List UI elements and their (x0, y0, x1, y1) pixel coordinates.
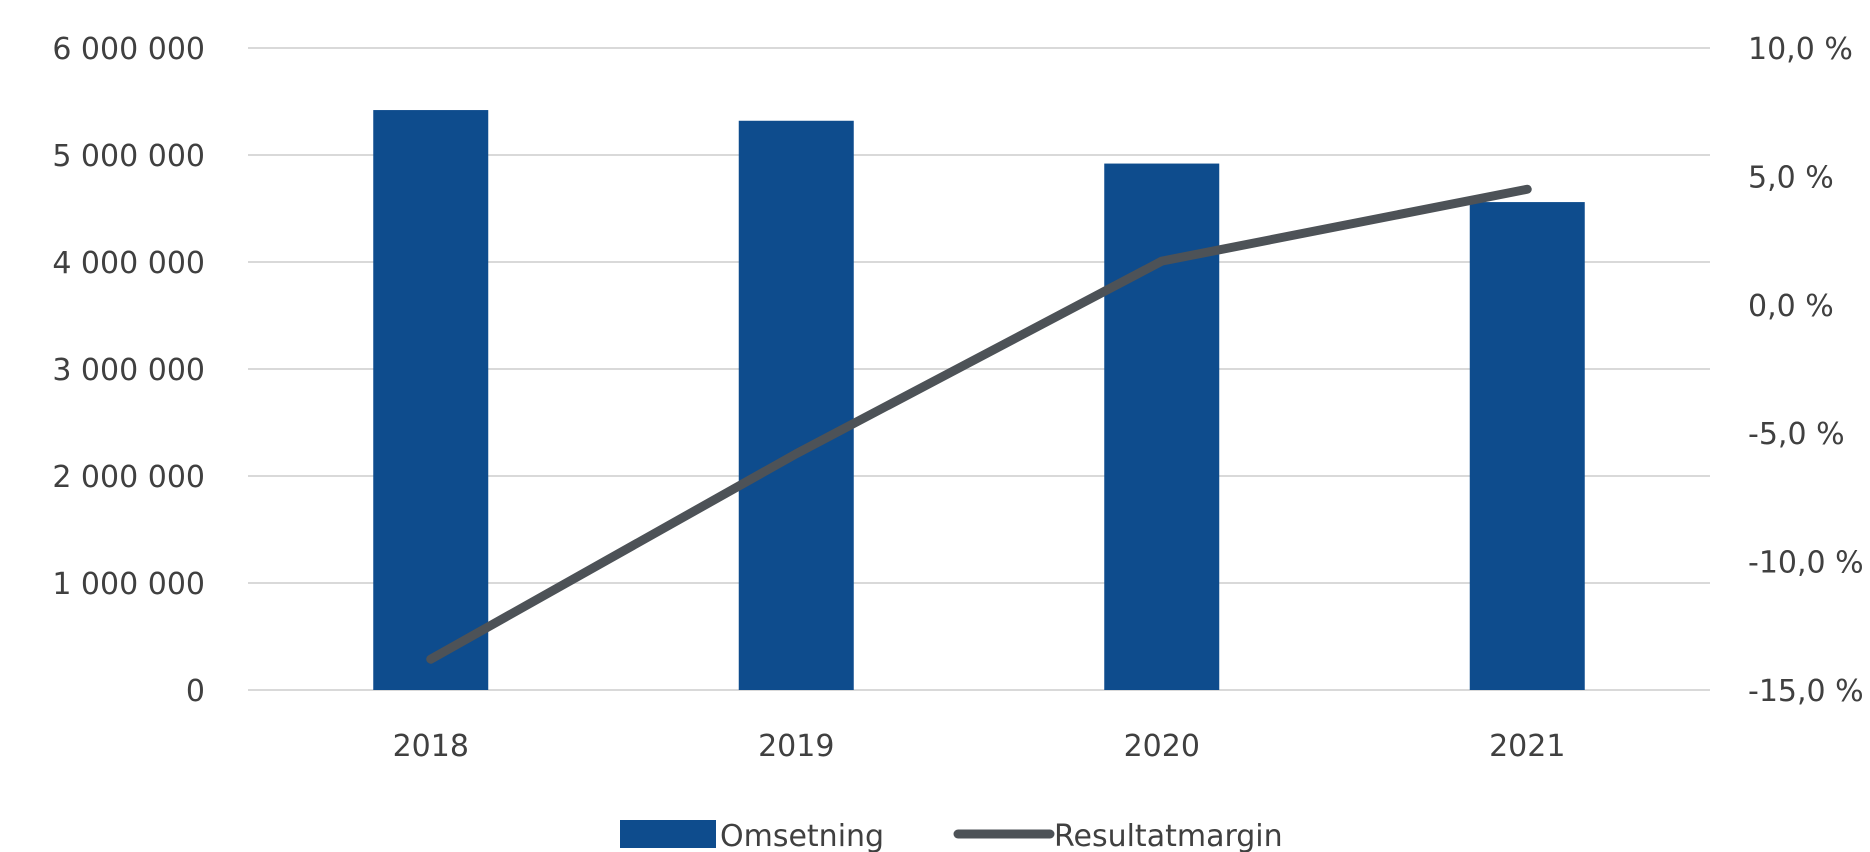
right-axis-tick-label: 5,0 % (1748, 160, 1834, 195)
left-axis-tick-label: 5 000 000 (52, 139, 205, 174)
right-axis-tick-label: -15,0 % (1748, 674, 1864, 709)
right-axis-tick-label: 10,0 % (1748, 32, 1853, 67)
legend-label-resultatmargin: Resultatmargin (1054, 819, 1283, 852)
left-axis-tick-label: 0 (186, 674, 205, 709)
left-axis-tick-label: 6 000 000 (52, 32, 205, 67)
bar-2018 (373, 110, 489, 690)
x-axis-tick-label: 2020 (1124, 729, 1200, 764)
right-axis-tick-label: -5,0 % (1748, 417, 1845, 452)
right-axis-tick-label: 0,0 % (1748, 289, 1834, 324)
left-axis-tick-label: 4 000 000 (52, 246, 205, 281)
legend-label-omsetning: Omsetning (720, 819, 884, 852)
right-axis-tick-label: -10,0 % (1748, 546, 1864, 581)
left-axis-labels: 0 1 000 000 2 000 000 3 000 000 4 000 000 5 0… (52, 32, 205, 709)
gridlines (248, 47, 1710, 691)
bar-2019 (738, 120, 854, 690)
legend-swatch-omsetning (620, 820, 716, 848)
x-axis-tick-label: 2021 (1489, 729, 1565, 764)
x-axis-tick-label: 2019 (758, 729, 834, 764)
left-axis-tick-label: 2 000 000 (52, 460, 205, 495)
bar-2020 (1104, 163, 1220, 690)
right-axis-labels: -15,0 % -10,0 % -5,0 % 0,0 % 5,0 % 10,0 % (1748, 32, 1864, 709)
bar-2021 (1469, 202, 1585, 690)
line-series (426, 184, 1532, 664)
bar-series (373, 110, 1585, 690)
x-axis-labels: 2018 2019 2020 2021 (393, 729, 1566, 764)
legend: Omsetning Resultatmargin (620, 819, 1283, 852)
resultatmargin-line (426, 184, 1532, 664)
left-axis-tick-label: 3 000 000 (52, 353, 205, 388)
left-axis-tick-label: 1 000 000 (52, 567, 205, 602)
x-axis-tick-label: 2018 (393, 729, 469, 764)
